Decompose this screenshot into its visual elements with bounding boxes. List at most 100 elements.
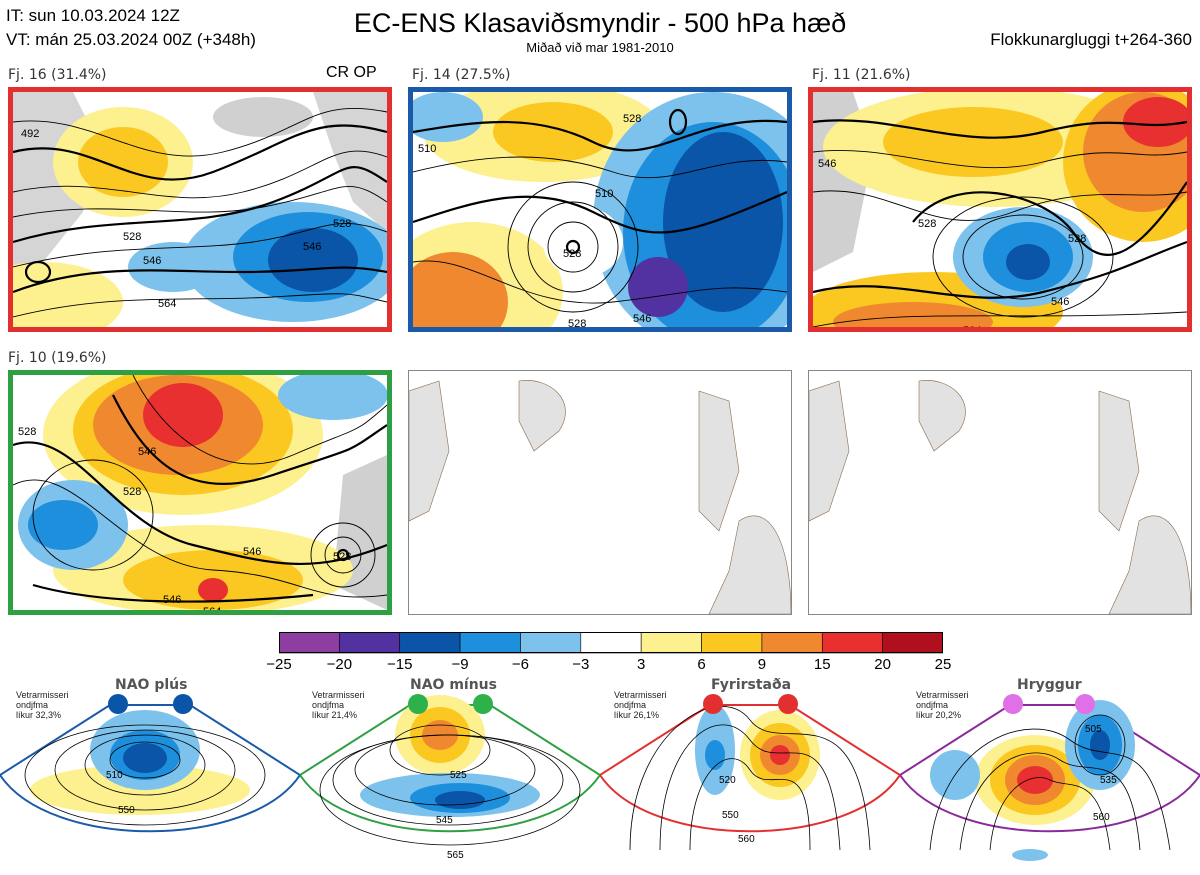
colorbar-cell	[640, 632, 702, 654]
colorbar-cell	[882, 632, 943, 654]
page-subtitle: Miðað við mar 1981-2010	[526, 40, 674, 55]
colorbar-tick: 3	[637, 656, 646, 673]
contour-label: 528	[623, 113, 641, 125]
contour-label: 492	[21, 128, 39, 140]
empty-map-2	[808, 370, 1192, 615]
regime-prob: líkur 32,3%	[16, 710, 62, 720]
classification-window: Flokkunargluggi t+264-360	[990, 30, 1192, 49]
cluster-label-1: Fj. 16 (31.4%)	[8, 67, 107, 83]
contour-label: 528	[123, 486, 141, 498]
contour-label: 510	[106, 770, 123, 781]
contour-label: 546	[138, 446, 156, 458]
page-title: EC-ENS Klasaviðsmyndir - 500 hPa hæð	[353, 8, 847, 38]
regime-note: Vetrarmisseri ondjfma líkur 21,4%	[312, 690, 382, 720]
regime-field: ondjfma	[16, 700, 49, 710]
colorbar-tick: −20	[326, 656, 353, 673]
regime-dot	[173, 694, 193, 714]
colorbar-tick: 25	[934, 656, 952, 673]
contour-label: 510	[595, 188, 613, 200]
regime-dot	[1003, 694, 1023, 714]
regime-season: Vetrarmisseri	[614, 690, 667, 700]
colorbar-tick: −6	[511, 656, 530, 673]
contour-label: 550	[722, 810, 739, 821]
contour-label: 528	[1068, 233, 1086, 245]
cluster-map-4[interactable]: 528 546 528 546 546 564 528	[8, 370, 392, 615]
regime-note: Vetrarmisseri ondjfma líkur 26,1%	[614, 690, 684, 720]
regime-ridge-graphic: 505 535 560	[898, 694, 1200, 861]
cluster-badge: CR OP	[326, 64, 377, 81]
contour-label: 528	[333, 218, 351, 230]
regime-dot	[703, 694, 723, 714]
colorbar-cell	[399, 632, 461, 654]
regime-field: ondjfma	[312, 700, 345, 710]
regime-dot	[108, 694, 128, 714]
contour-label: 564	[158, 298, 176, 310]
colorbar-tick: −25	[266, 656, 292, 673]
contour-label: 546	[1051, 296, 1069, 308]
contour-label: 546	[243, 546, 261, 558]
contour-label: 546	[633, 313, 651, 325]
cluster-map-2-graphic: 510 528 510 528 546 528	[413, 92, 787, 327]
contour-label: 520	[719, 775, 736, 786]
regime-nao-plus-graphic: 510 550	[0, 694, 302, 833]
regime-field: ondjfma	[614, 700, 647, 710]
issue-time: IT: sun 10.03.2024 12Z	[6, 6, 180, 25]
contour-label: 535	[1100, 775, 1117, 786]
cluster-map-4-graphic: 528 546 528 546 546 564 528	[13, 375, 387, 610]
contour-label: 546	[818, 158, 836, 170]
regime-prob: líkur 26,1%	[614, 710, 660, 720]
contour-label: 510	[418, 143, 436, 155]
regime-note: Vetrarmisseri ondjfma líkur 32,3%	[16, 690, 86, 720]
contour-label: 525	[450, 770, 467, 781]
contour-label: 564	[203, 606, 221, 610]
colorbar-tick: 9	[757, 656, 767, 673]
cluster-label-3: Fj. 11 (21.6%)	[812, 67, 911, 83]
cluster-label-2: Fj. 14 (27.5%)	[412, 67, 511, 83]
contour-label: 546	[163, 594, 181, 606]
cluster-map-1[interactable]: 492 528 546 564 546 528	[8, 87, 392, 332]
regime-blocking[interactable]: 520 550 560 Fyrirstaða Vetrarmisseri ond…	[598, 677, 902, 870]
regime-note: Vetrarmisseri ondjfma líkur 20,2%	[916, 690, 986, 720]
colorbar-tick: 15	[813, 656, 831, 673]
contour-label: 528	[123, 231, 141, 243]
valid-time: VT: mán 25.03.2024 00Z (+348h)	[6, 30, 256, 49]
contour-label: 528	[18, 426, 36, 438]
regime-title: NAO plús	[115, 677, 188, 693]
regime-season: Vetrarmisseri	[916, 690, 969, 700]
regime-field: ondjfma	[916, 700, 949, 710]
regime-nao-minus[interactable]: 525 545 565 NAO mínus Vetrarmisseri ondj…	[298, 677, 602, 870]
colorbar-tick: 6	[697, 656, 706, 673]
regime-ridge[interactable]: 505 535 560 Hryggur Vetrarmisseri ondjfm…	[898, 677, 1200, 870]
contour-label: 560	[1093, 812, 1110, 823]
colorbar	[279, 632, 943, 654]
colorbar-cell	[279, 632, 340, 654]
contour-label: 546	[143, 255, 161, 267]
regime-dot	[408, 694, 428, 714]
regime-dot	[778, 694, 798, 714]
cluster-map-2[interactable]: 510 528 510 528 546 528	[408, 87, 792, 332]
colorbar-tick: −9	[451, 656, 469, 673]
regime-dot	[473, 694, 493, 714]
regime-prob: líkur 20,2%	[916, 710, 962, 720]
colorbar-cell	[761, 632, 823, 654]
colorbar-tick: −15	[386, 656, 413, 673]
cluster-map-1-graphic: 492 528 546 564 546 528	[13, 92, 387, 327]
regime-blocking-graphic: 520 550 560	[598, 694, 902, 851]
empty-map-1-graphic	[409, 380, 791, 614]
colorbar-cell	[821, 632, 883, 654]
cluster-map-3[interactable]: 546 528 528 546 564	[808, 87, 1192, 332]
contour-label: 528	[568, 318, 586, 327]
contour-label: 565	[447, 850, 464, 861]
regime-season: Vetrarmisseri	[312, 690, 365, 700]
empty-map-1	[408, 370, 792, 615]
cluster-map-3-graphic: 546 528 528 546 564	[813, 92, 1187, 327]
contour-label: 505	[1085, 724, 1102, 735]
colorbar-cell	[701, 632, 763, 654]
regime-nao-plus[interactable]: 510 550 NAO plús Vetrarmisseri ondjfma l…	[0, 677, 302, 870]
contour-label: 528	[333, 551, 351, 563]
colorbar-tick: 20	[874, 656, 891, 673]
contour-label: 545	[436, 815, 453, 826]
colorbar-cell	[459, 632, 521, 654]
regime-nao-minus-graphic: 525 545 565	[298, 694, 602, 861]
regime-title: Hryggur	[1017, 677, 1082, 693]
